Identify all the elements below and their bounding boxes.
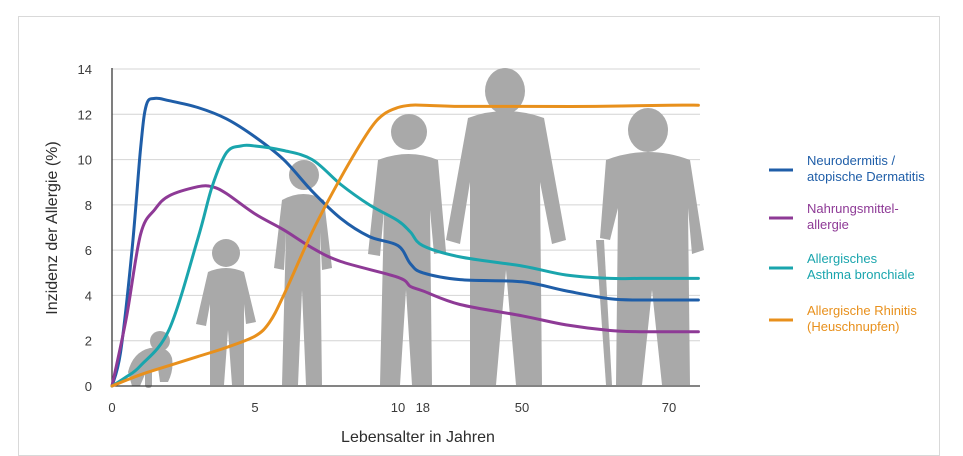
legend-label: (Heuschnupfen)	[807, 319, 900, 334]
series-lines	[110, 96, 700, 388]
teenager-icon	[368, 114, 446, 385]
y-tick-label: 12	[78, 107, 92, 122]
y-tick-label: 4	[85, 288, 92, 303]
axes	[111, 68, 700, 387]
y-tick-label: 2	[85, 334, 92, 349]
legend-label: Allergisches	[807, 251, 878, 266]
child-icon	[274, 160, 332, 385]
series-line-2	[110, 184, 700, 388]
series-line-4	[110, 103, 700, 388]
x-tick-label: 70	[662, 400, 676, 415]
x-tick-label: 10	[391, 400, 405, 415]
x-tick-label: 5	[251, 400, 258, 415]
x-axis-title: Lebensalter in Jahren	[341, 429, 495, 445]
legend-label: Asthma bronchiale	[807, 267, 915, 282]
toddler-icon	[196, 239, 256, 385]
legend-label: Nahrungsmittel-	[807, 201, 899, 216]
y-tick-label: 6	[85, 243, 92, 258]
y-tick-label: 8	[85, 198, 92, 213]
allergy-incidence-chart: 0 2 4 6 8 10 12 14 0 5 10 18 50 70 Lebensalter in Ja…	[44, 62, 925, 445]
y-tick-label: 0	[85, 379, 92, 394]
x-tick-label: 18	[416, 400, 430, 415]
y-tick-labels: 0 2 4 6 8 10 12 14	[78, 62, 92, 394]
y-axis-title: Inzidenz der Allergie (%)	[44, 141, 61, 314]
legend-label: Allergische Rhinitis	[807, 303, 917, 318]
y-tick-label: 10	[78, 153, 92, 168]
legend: Neurodermitis /atopische Dermatitis Nahru…	[769, 153, 925, 334]
age-silhouettes	[128, 68, 704, 388]
senior-with-cane-icon	[596, 108, 704, 385]
crawling-baby-icon	[128, 331, 173, 388]
y-tick-label: 14	[78, 62, 92, 77]
legend-label: atopische Dermatitis	[807, 169, 925, 184]
x-tick-label: 50	[515, 400, 529, 415]
series-line-3	[110, 143, 700, 388]
legend-label: Neurodermitis /	[807, 153, 896, 168]
x-tick-label: 0	[108, 400, 115, 415]
series-line-1	[110, 96, 700, 388]
legend-label: allergie	[807, 217, 849, 232]
adult-man-icon	[446, 68, 566, 385]
x-tick-labels: 0 5 10 18 50 70	[108, 400, 676, 415]
